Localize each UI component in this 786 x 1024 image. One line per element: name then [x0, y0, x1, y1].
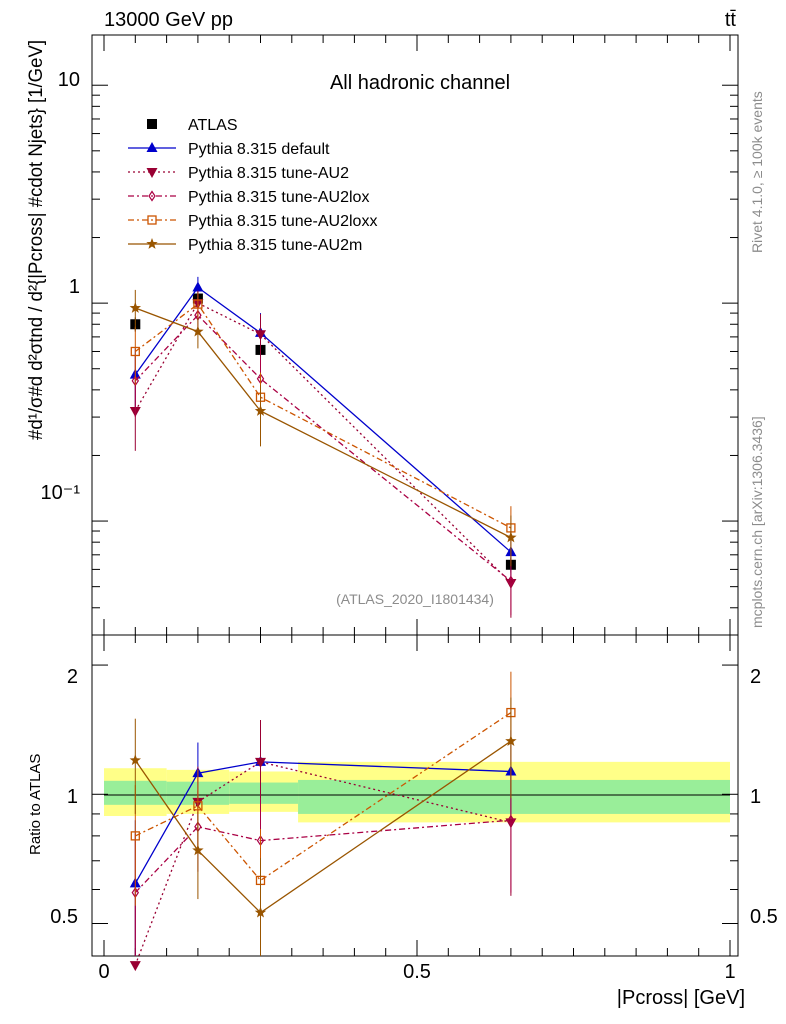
axis-ticks: [92, 35, 738, 956]
ratio-point: [255, 757, 266, 768]
data-point: [130, 346, 140, 357]
mcplots-label: mcplots.cern.ch [arXiv:1306.3436]: [749, 416, 765, 628]
ratio-line: [134, 761, 511, 884]
data-point: [192, 281, 204, 292]
ytick-label-0.1: 10⁻¹: [41, 482, 81, 504]
series-pythia-8-315-tune-au2m: [129, 289, 517, 567]
plot-title: All hadronic channel: [330, 72, 510, 94]
legend-item: ATLAS: [147, 117, 238, 134]
ratio-series-pythia-8-315-tune-au2m: [129, 697, 517, 956]
process-label: tt̄: [725, 9, 737, 31]
ratio-ytick-label-1: 1: [67, 786, 78, 808]
ratio-point: [193, 801, 203, 811]
ratio-point: [254, 906, 267, 918]
ratio-line: [135, 712, 512, 882]
data-point: [255, 330, 266, 341]
xlabel: |Pcross| [GeV]: [617, 987, 745, 1009]
series-pythia-8-315-tune-au2: [129, 290, 517, 618]
xtick-label-1: 1: [724, 961, 735, 983]
series-pythia-8-315-default: [129, 276, 517, 580]
legend-item: Pythia 8.315 tune-AU2m: [128, 237, 362, 254]
ratio-point: [129, 754, 142, 766]
ratio-ytick-label-0.5: 0.5: [50, 906, 78, 928]
legend-marker: [146, 142, 158, 152]
legend-item: Pythia 8.315 default: [128, 141, 330, 158]
legend-item: Pythia 8.315 tune-AU2: [128, 165, 349, 182]
series-line: [134, 303, 512, 529]
ratio-point: [505, 735, 517, 746]
series-line: [135, 307, 512, 539]
legend-label: ATLAS: [188, 117, 238, 134]
series-pythia-8-315-tune-au2lox: [131, 302, 515, 616]
series-atlas: [130, 291, 516, 573]
ratio-ytick-label-0.5-right: 0.5: [750, 906, 778, 928]
ratio-series-pythia-8-315-tune-au2: [129, 719, 517, 972]
legend-marker: [147, 215, 157, 225]
ratio-band-inner: [298, 779, 730, 814]
data-point: [192, 325, 204, 337]
series-pythia-8-315-tune-au2loxx: [130, 292, 516, 557]
legend-marker: [146, 238, 158, 249]
legend-label: Pythia 8.315 tune-AU2m: [188, 237, 362, 254]
data-point: [129, 301, 142, 313]
ratio-point: [507, 814, 515, 826]
data-point: [254, 404, 267, 416]
legend-item: Pythia 8.315 tune-AU2lox: [128, 189, 369, 206]
legend-item: Pythia 8.315 tune-AU2loxx: [128, 213, 377, 230]
series-line: [134, 302, 512, 584]
legend-marker: [147, 119, 157, 129]
legend-marker: [146, 168, 158, 178]
rivet-version-label: Rivet 4.1.0, ≥ 100k events: [749, 91, 765, 253]
data-point: [505, 531, 517, 543]
ratio-point: [129, 961, 141, 972]
ratio-line: [134, 761, 512, 966]
ytick-label-1: 1: [69, 276, 80, 298]
main-plot-series: [129, 276, 517, 618]
series-line: [134, 314, 512, 582]
legend-label: Pythia 8.315 tune-AU2: [188, 165, 349, 182]
ratio-point: [130, 831, 140, 841]
ratio-line: [134, 740, 512, 914]
legend-label: Pythia 8.315 tune-AU2lox: [188, 189, 369, 206]
ratio-ytick-label-1-right: 1: [750, 786, 761, 808]
ratio-point: [192, 844, 204, 856]
analysis-watermark: (ATLAS_2020_I1801434): [336, 591, 494, 607]
energy-label: 13000 GeV pp: [104, 9, 233, 31]
ratio-line: [134, 819, 511, 894]
xtick-label-0.5: 0.5: [403, 961, 431, 983]
legend: ATLAS Pythia 8.315 default Pythia 8.315 tu…: [128, 117, 377, 254]
data-point: [507, 575, 515, 587]
ratio-plot-frame: [91, 634, 739, 957]
legend-label: Pythia 8.315 tune-AU2loxx: [188, 213, 377, 230]
series-line: [134, 286, 512, 553]
legend-marker: [148, 190, 156, 202]
ratio-plot-series: [129, 671, 517, 972]
ratio-ytick-label-2: 2: [67, 666, 78, 688]
ratio-band-inner: [229, 782, 299, 804]
data-point: [193, 299, 203, 309]
ratio-uncertainty-bands: [104, 761, 730, 823]
ytick-label-10: 10: [58, 69, 80, 91]
ratio-ytick-label-2-right: 2: [750, 666, 761, 688]
data-point: [131, 375, 140, 387]
ratio-ylabel: Ratio to ATLAS: [27, 754, 44, 855]
legend-label: Pythia 8.315 default: [188, 141, 330, 158]
main-ylabel: #d¹/σ#d d²σtnd / d²{|Pcross| #cdot Njets…: [26, 40, 47, 440]
xtick-label-0: 0: [98, 961, 109, 983]
